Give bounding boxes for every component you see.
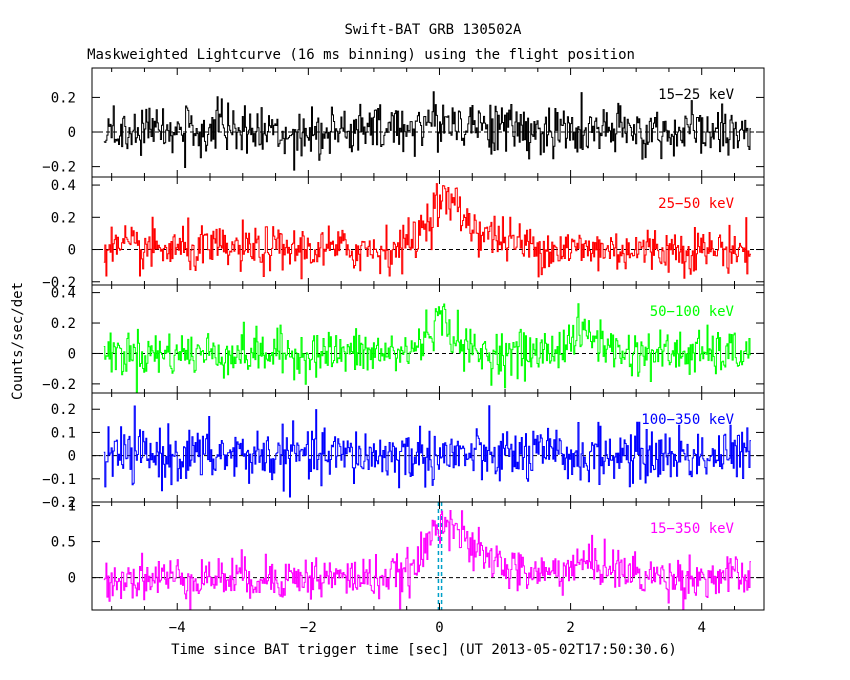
y-axis-label: Counts/sec/det xyxy=(10,282,26,400)
chart-subtitle: Maskweighted Lightcurve (16 ms binning) … xyxy=(87,47,635,63)
y-tick-label: 0.4 xyxy=(51,178,76,194)
y-tick-label: 0.2 xyxy=(51,316,76,332)
series-line xyxy=(103,405,751,498)
y-tick-label: 0 xyxy=(68,571,76,587)
chart-title: Swift-BAT GRB 130502A xyxy=(344,22,522,38)
panels-group: 15−25 keV −0.2 0 0.2 25−50 keV −0.2 0 0.2 0.4 50−… xyxy=(42,67,765,636)
y-tick-label: 0 xyxy=(68,449,76,465)
y-tick-label: 0.4 xyxy=(51,286,76,302)
band-label: 15−350 keV xyxy=(650,521,735,537)
panel-1-plot xyxy=(92,91,764,171)
y-tick-label: 0 xyxy=(68,125,76,141)
panel-4-plot xyxy=(92,405,764,498)
panel-frame xyxy=(91,392,765,503)
panel-5-plot xyxy=(92,502,764,610)
x-axis-label: Time since BAT trigger time [sec] (UT 20… xyxy=(171,642,677,658)
x-tick-label: −2 xyxy=(300,620,317,636)
panel-frame xyxy=(91,176,765,286)
panel-frame xyxy=(91,284,765,394)
y-tick-label: 1 xyxy=(68,499,76,515)
x-tick-label: 0 xyxy=(435,620,443,636)
band-label: 50−100 keV xyxy=(650,304,735,320)
series-line xyxy=(103,183,751,280)
series-line xyxy=(103,510,751,610)
x-tick-label: 2 xyxy=(566,620,574,636)
x-tick-label: 4 xyxy=(697,620,705,636)
y-tick-label: −0.2 xyxy=(42,377,76,393)
series-line xyxy=(103,303,751,393)
panel-frame xyxy=(91,501,765,611)
series-line xyxy=(103,91,751,171)
band-label: 25−50 keV xyxy=(658,196,734,212)
y-tick-label: 0.2 xyxy=(51,90,76,106)
y-tick-label: −0.2 xyxy=(42,160,76,176)
y-tick-label: −0.2 xyxy=(42,495,76,511)
panel-2-plot xyxy=(92,183,764,280)
y-tick-label: 0.2 xyxy=(51,210,76,226)
x-tick-label: −4 xyxy=(169,620,186,636)
y-tick-label: 0 xyxy=(68,243,76,259)
band-label: 15−25 keV xyxy=(658,87,734,103)
y-tick-label: 0.5 xyxy=(51,535,76,551)
y-tick-label: 0.2 xyxy=(51,402,76,418)
y-tick-label: 0.1 xyxy=(51,425,76,441)
band-label: 100−350 keV xyxy=(641,412,734,428)
y-tick-label: −0.1 xyxy=(42,472,76,488)
y-tick-label: 0 xyxy=(68,346,76,362)
y-tick-label: −0.2 xyxy=(42,275,76,291)
panel-3-plot xyxy=(92,303,764,393)
